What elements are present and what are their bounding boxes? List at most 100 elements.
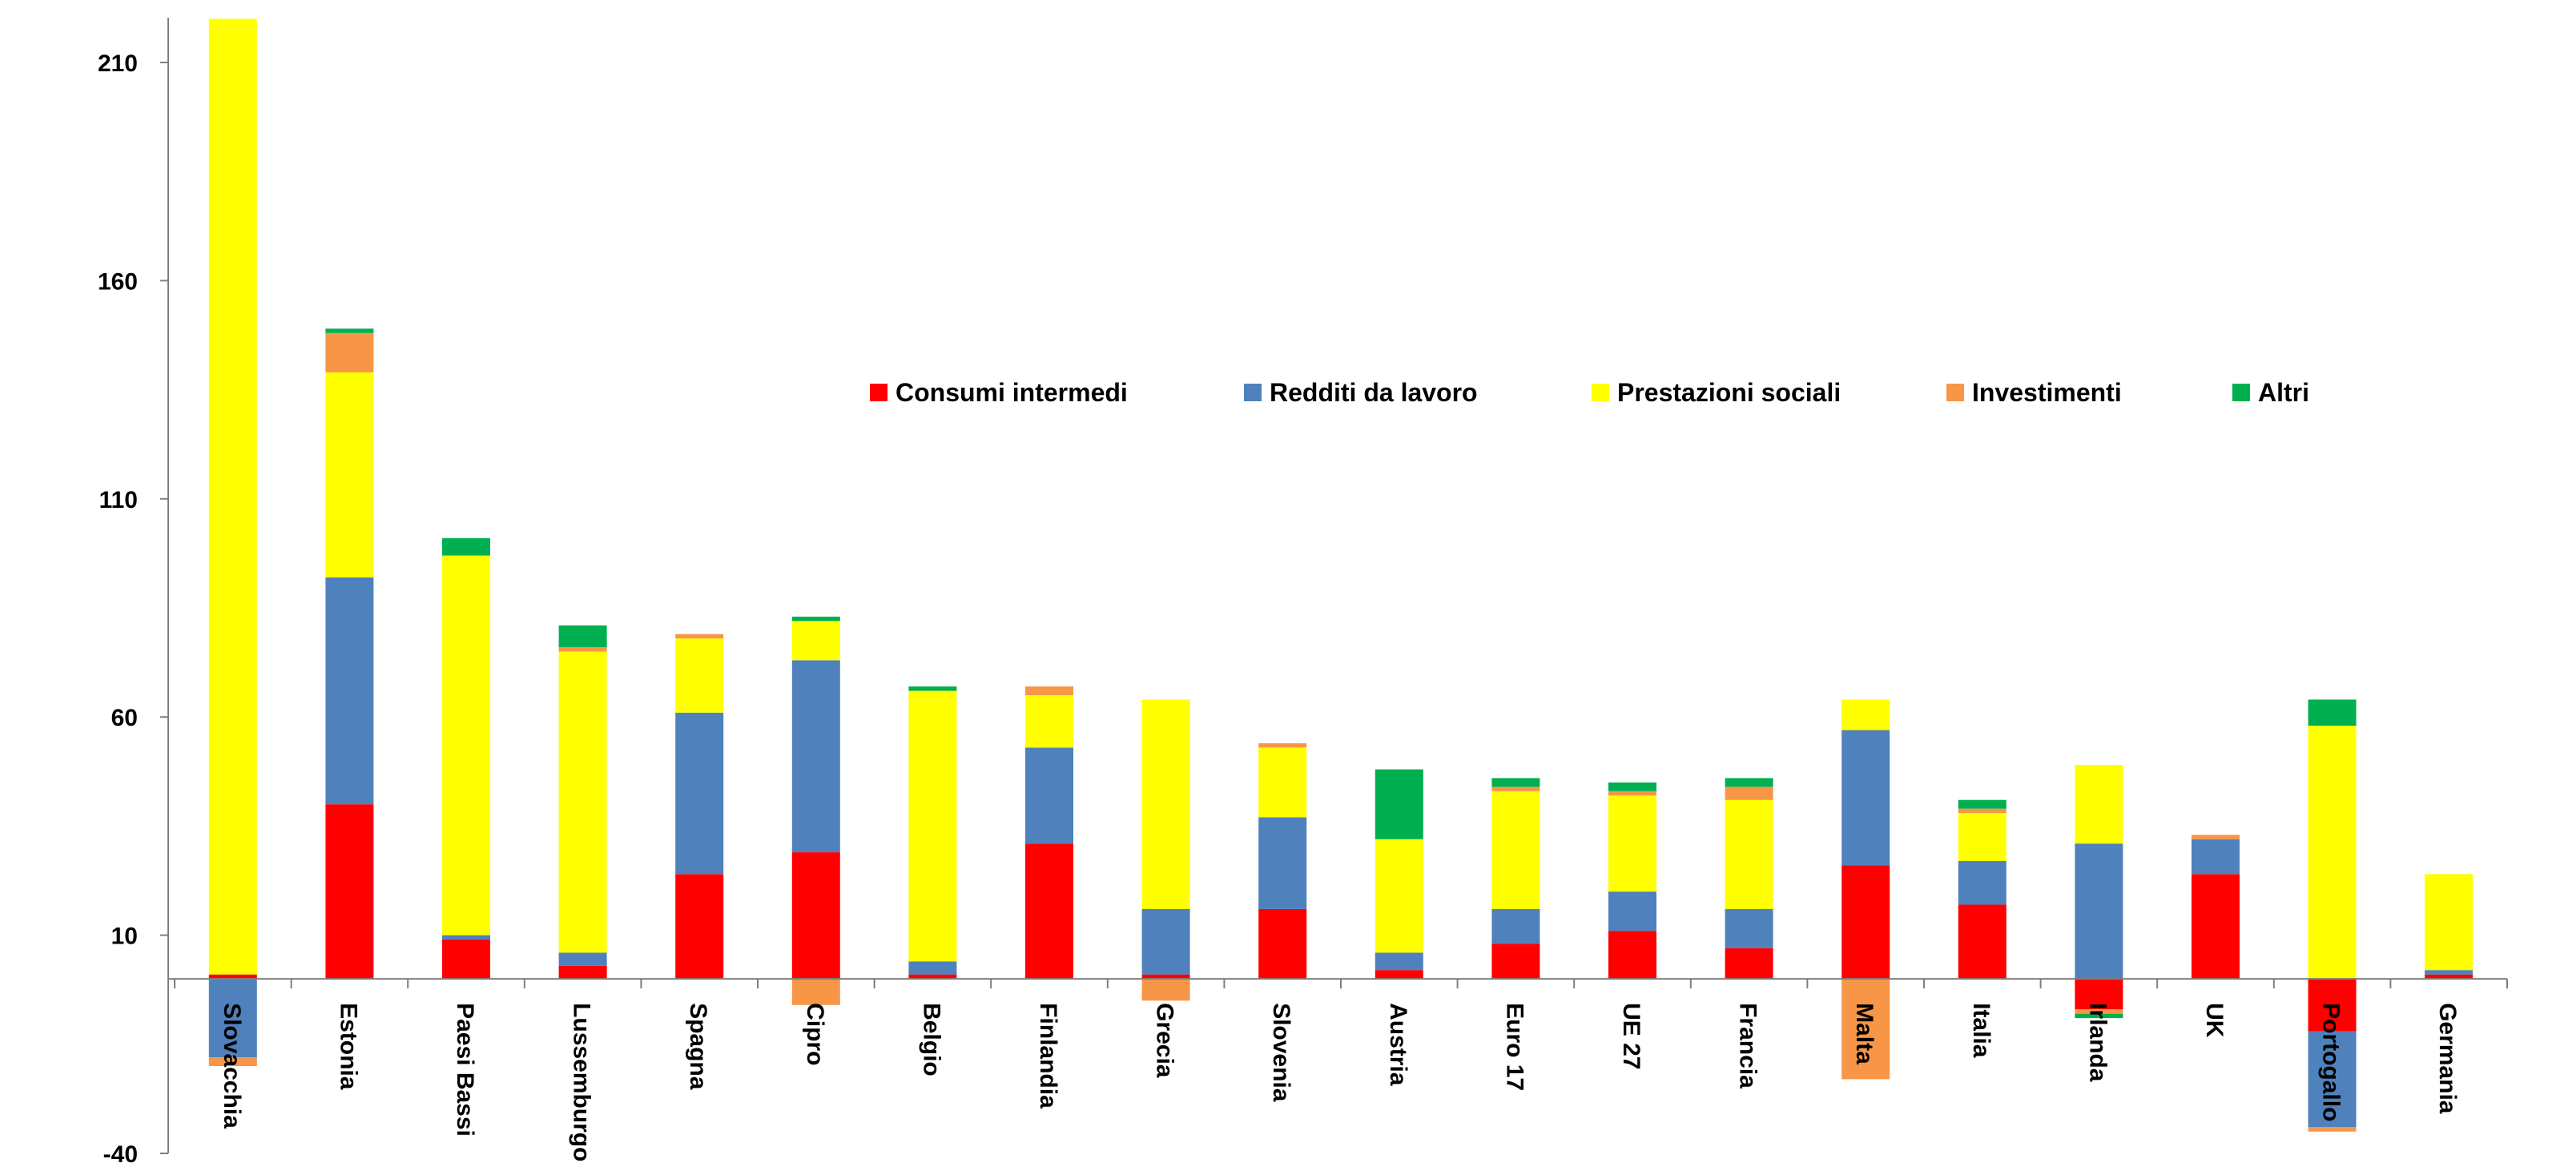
bar-segment bbox=[325, 577, 374, 805]
bar-segment bbox=[1725, 799, 1773, 909]
bar-segment bbox=[1725, 778, 1773, 787]
bar-segment bbox=[791, 852, 840, 980]
bar-segment bbox=[2308, 726, 2357, 980]
bar-segment bbox=[1141, 908, 1190, 975]
bar-segment bbox=[1841, 730, 1890, 866]
bar-segment bbox=[1841, 865, 1890, 980]
category-label: Portogallo bbox=[2318, 1003, 2345, 1121]
category-label: Euro 17 bbox=[1501, 1003, 1527, 1091]
category-label: Grecia bbox=[1152, 1003, 1178, 1078]
bar-segment bbox=[1141, 974, 1190, 980]
legend-label: Consumi intermedi bbox=[896, 378, 1128, 407]
bar-segment bbox=[1491, 908, 1540, 944]
bar-segment bbox=[2192, 839, 2240, 875]
bar-segment bbox=[1025, 694, 1073, 748]
bar-segment bbox=[558, 651, 607, 953]
bar-segment bbox=[791, 621, 840, 661]
bar-segment bbox=[558, 647, 607, 652]
bar-segment bbox=[2425, 974, 2473, 980]
category-label: Belgio bbox=[918, 1003, 944, 1076]
category-label: Austria bbox=[1385, 1003, 1411, 1086]
bar-segment bbox=[442, 935, 490, 940]
bar-segment bbox=[1258, 817, 1307, 909]
bar-segment bbox=[442, 940, 490, 980]
bar-segment bbox=[1375, 839, 1423, 953]
bar-segment bbox=[325, 372, 374, 577]
bar-segment bbox=[2192, 835, 2240, 839]
bar-segment bbox=[1958, 808, 2006, 814]
legend-label: Prestazioni sociali bbox=[1617, 378, 1841, 407]
bar-segment bbox=[675, 874, 724, 980]
legend-swatch bbox=[1592, 384, 1609, 401]
category-label: UK bbox=[2201, 1003, 2228, 1038]
legend-swatch bbox=[2232, 384, 2250, 401]
category-label: Italia bbox=[1968, 1003, 1994, 1058]
bar-segment bbox=[1258, 747, 1307, 818]
bar-segment bbox=[1958, 904, 2006, 980]
bar-segment bbox=[325, 328, 374, 333]
category-label: Paesi Bassi bbox=[452, 1003, 478, 1137]
bar-segment bbox=[1725, 787, 1773, 800]
bar-segment bbox=[1608, 931, 1656, 980]
bar-segment bbox=[2192, 874, 2240, 980]
bar-segment bbox=[675, 712, 724, 875]
bar-segment bbox=[1725, 908, 1773, 948]
legend: Consumi intermedi Redditi da lavoro Presta… bbox=[870, 378, 2309, 407]
bar-segment bbox=[1491, 778, 1540, 787]
bar-segment bbox=[2075, 979, 2123, 1010]
bar-segment bbox=[908, 974, 957, 980]
bar-segment bbox=[1608, 795, 1656, 892]
bar-segment bbox=[208, 974, 257, 980]
bar-segment bbox=[2308, 1031, 2357, 1128]
bar-segment bbox=[1258, 908, 1307, 980]
y-axis: -40 10 60 110 160 210 bbox=[98, 18, 169, 1168]
legend-label: Altri bbox=[2258, 378, 2309, 407]
legend-swatch bbox=[1946, 384, 1964, 401]
bar-segment bbox=[1141, 699, 1190, 909]
bar-segment bbox=[1608, 791, 1656, 796]
category-label: Finlandia bbox=[1035, 1003, 1061, 1109]
bar-segment bbox=[1958, 799, 2006, 809]
bar-segment bbox=[791, 616, 840, 622]
bar-segment bbox=[1025, 843, 1073, 980]
bar-segment bbox=[1025, 686, 1073, 695]
bar-segment bbox=[1841, 699, 1890, 730]
bar-segment bbox=[1141, 979, 1190, 1001]
bar-segment bbox=[1608, 782, 1656, 791]
category-label: Lussemburgo bbox=[569, 1003, 595, 1161]
bar-segment bbox=[1958, 813, 2006, 861]
bar-segment bbox=[1958, 860, 2006, 905]
category-label: Germania bbox=[2434, 1003, 2461, 1114]
bars bbox=[208, 18, 2473, 1132]
bar-segment bbox=[208, 979, 257, 1058]
bar-segment bbox=[791, 660, 840, 853]
x-axis: Slovacchia Estonia Paesi Bassi Lussemburgo S… bbox=[168, 978, 2508, 1161]
bar-segment bbox=[908, 686, 957, 691]
bar-segment bbox=[1375, 769, 1423, 839]
bar-segment bbox=[908, 961, 957, 975]
y-tick-label: 60 bbox=[111, 705, 138, 731]
legend-swatch bbox=[1244, 384, 1262, 401]
category-label: Malta bbox=[1851, 1003, 1878, 1064]
y-tick-label: 160 bbox=[98, 268, 138, 295]
category-label: UE 27 bbox=[1618, 1003, 1644, 1069]
bar-segment bbox=[442, 555, 490, 936]
bar-segment bbox=[1725, 948, 1773, 980]
category-label: Irlanda bbox=[2084, 1003, 2111, 1082]
bar-segment bbox=[2075, 1009, 2123, 1014]
bar-segment bbox=[558, 965, 607, 980]
bar-segment bbox=[2425, 970, 2473, 975]
bar-segment bbox=[2075, 1013, 2123, 1019]
bar-segment bbox=[1375, 970, 1423, 980]
bar-segment bbox=[2075, 765, 2123, 844]
y-tick-label: 210 bbox=[98, 50, 138, 77]
bar-segment bbox=[1491, 944, 1540, 980]
bar-segment bbox=[2425, 874, 2473, 971]
category-label: Spagna bbox=[685, 1003, 711, 1090]
bar-segment bbox=[1491, 787, 1540, 791]
bar-segment bbox=[1025, 747, 1073, 844]
bar-segment bbox=[208, 18, 257, 975]
legend-label: Redditi da lavoro bbox=[1270, 378, 1478, 407]
bar-segment bbox=[558, 952, 607, 966]
bar-segment bbox=[1841, 979, 1890, 1080]
